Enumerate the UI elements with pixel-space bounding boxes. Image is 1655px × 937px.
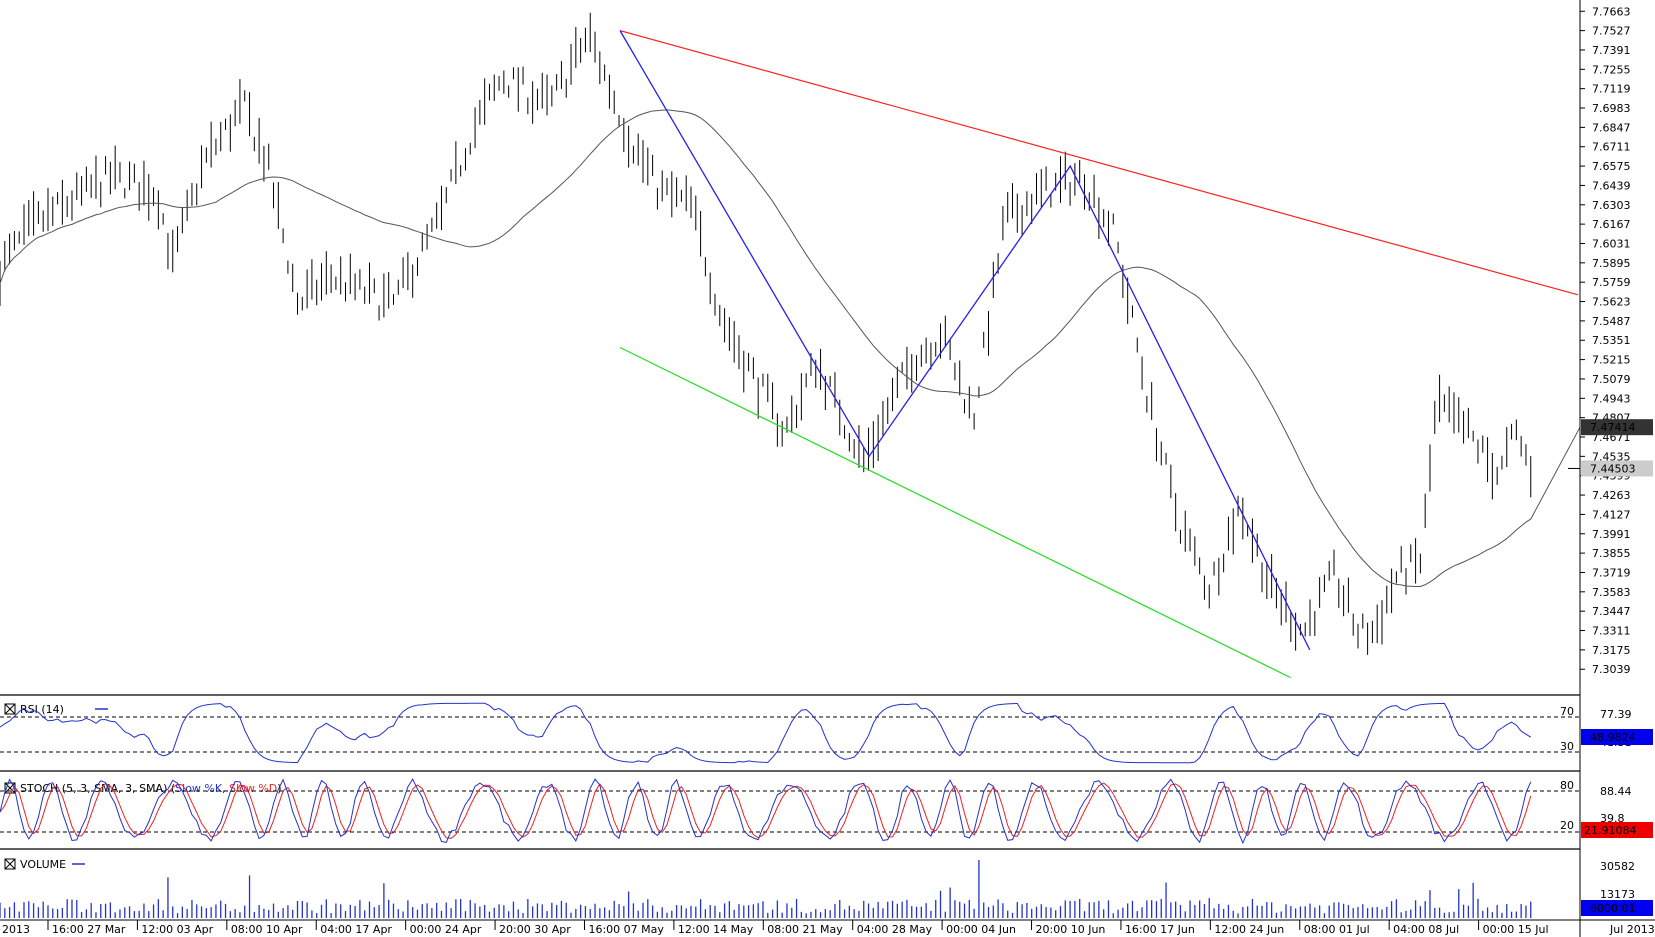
time-tick-label: 00:00 15 Jul bbox=[1483, 923, 1549, 936]
rsi-line bbox=[0, 702, 1532, 764]
rsi-tick-label: 77.39 bbox=[1600, 708, 1632, 721]
moving-average-extension bbox=[1530, 426, 1581, 520]
time-tick-label: 00:00 04 Jun bbox=[946, 923, 1016, 936]
stoch-legend-k: Slow %K bbox=[175, 782, 223, 795]
price-tick-label: 7.5079 bbox=[1592, 373, 1631, 386]
price-tick-label: 7.5487 bbox=[1592, 315, 1631, 328]
volume-value-badge-bg bbox=[1581, 900, 1653, 916]
time-tick-label: 20:00 30 Apr bbox=[499, 923, 571, 936]
price-value-badge: 7.44503 bbox=[1590, 462, 1636, 475]
rsi-value-badge: 48.9824 bbox=[1590, 731, 1636, 744]
price-tick-label: 7.5215 bbox=[1592, 354, 1631, 367]
channel-bottom-line bbox=[619, 346, 1291, 679]
price-tick-label: 7.7119 bbox=[1592, 83, 1631, 96]
price-tick-label: 7.6847 bbox=[1592, 121, 1631, 134]
price-tick-label: 7.7663 bbox=[1592, 5, 1631, 18]
time-tick-label: 12:00 14 May bbox=[678, 923, 754, 936]
price-tick-label: 7.5623 bbox=[1592, 296, 1631, 309]
price-tick-label: 7.6983 bbox=[1592, 102, 1631, 115]
time-tick-label: 04:00 08 Jul bbox=[1393, 923, 1459, 936]
stoch-panel: STOCH (5, 3, SMA, 3, SMA) (Slow %K, Slow… bbox=[0, 778, 1653, 845]
stoch-header-box-cross bbox=[4, 782, 16, 794]
stoch-tick-label: 39.8 bbox=[1600, 812, 1625, 825]
price-value-badge-bg bbox=[1581, 460, 1653, 477]
zigzag-pattern-line bbox=[619, 30, 1311, 651]
time-tick-label: 00:00 24 Apr bbox=[410, 923, 482, 936]
price-tick-label: 7.3175 bbox=[1592, 644, 1631, 657]
volume-tick-label: 30582 bbox=[1600, 860, 1635, 873]
volume-header-box bbox=[4, 858, 16, 870]
rsi-level-30-label: 30 bbox=[1560, 740, 1574, 753]
volume-value-badge: 6000.01 bbox=[1590, 902, 1636, 915]
price-tick-label: 7.3991 bbox=[1592, 528, 1631, 541]
time-tick-label: 16:00 07 May bbox=[588, 923, 664, 936]
time-tick-label: 16:00 17 Jun bbox=[1125, 923, 1195, 936]
price-tick-label: 7.6031 bbox=[1592, 237, 1631, 250]
channel-top-line bbox=[619, 30, 1579, 296]
price-tick-label: 7.6439 bbox=[1592, 179, 1631, 192]
price-panel bbox=[0, 12, 1581, 679]
price-tick-label: 7.7391 bbox=[1592, 44, 1631, 57]
time-tick-label: 08:00 21 May bbox=[767, 923, 843, 936]
time-tick-label: 04:00 17 Apr bbox=[320, 923, 392, 936]
time-tick-label: 20:00 10 Jun bbox=[1036, 923, 1106, 936]
stoch-level-20-label: 20 bbox=[1560, 819, 1574, 832]
time-tick-label: Jul 2013 bbox=[1609, 923, 1655, 936]
price-tick-label: 7.6575 bbox=[1592, 160, 1631, 173]
rsi-value-badge-bg bbox=[1581, 729, 1653, 745]
stoch-tick-label: 88.44 bbox=[1600, 785, 1632, 798]
volume-header-box-cross bbox=[4, 858, 16, 870]
rsi-level-70-label: 70 bbox=[1560, 705, 1574, 718]
price-tick-label: 7.4943 bbox=[1592, 392, 1631, 405]
stoch-legend-d: Slow %D bbox=[229, 782, 277, 795]
price-tick-label: 7.4263 bbox=[1592, 489, 1631, 502]
time-tick-label: 12:00 24 Jun bbox=[1214, 923, 1284, 936]
volume-tick-label: 13173 bbox=[1600, 888, 1635, 901]
price-tick-label: 7.6167 bbox=[1592, 218, 1631, 231]
rsi-header-box-cross bbox=[4, 703, 16, 715]
time-axis: 2013 16:00 27 Mar 12:00 03 Apr 08:00 10 Apr… bbox=[0, 919, 1655, 936]
price-tick-label: 7.3039 bbox=[1592, 663, 1631, 676]
time-tick-label: 2013 bbox=[2, 923, 30, 936]
time-tick-label: 08:00 10 Apr bbox=[231, 923, 303, 936]
stoch-k-line bbox=[0, 778, 1532, 845]
stoch-level-80-label: 80 bbox=[1560, 779, 1574, 792]
price-tick-label: 7.3311 bbox=[1592, 625, 1631, 638]
volume-bars bbox=[0, 860, 1532, 918]
price-bars bbox=[0, 12, 1532, 655]
price-tick-label: 7.5351 bbox=[1592, 334, 1631, 347]
time-tick-label: 12:00 03 Apr bbox=[141, 923, 213, 936]
price-tick-label: 7.3583 bbox=[1592, 586, 1631, 599]
price-tick-label: 7.6303 bbox=[1592, 199, 1631, 212]
price-tick-label: 7.4535 bbox=[1592, 450, 1631, 463]
price-tick-label: 7.3719 bbox=[1592, 566, 1631, 579]
price-tick-label: 7.3855 bbox=[1592, 547, 1631, 560]
price-tick-label: 7.7527 bbox=[1592, 25, 1631, 38]
rsi-header-label: RSI (14) bbox=[20, 703, 64, 716]
stoch-d-line bbox=[0, 782, 1532, 839]
price-tick-label: 7.5895 bbox=[1592, 257, 1631, 270]
rsi-header-box bbox=[4, 703, 16, 715]
price-tick-label: 7.7255 bbox=[1592, 63, 1631, 76]
price-tick-label: 7.6711 bbox=[1592, 141, 1631, 154]
ma-value-badge-bg bbox=[1581, 419, 1653, 436]
time-tick-label: 16:00 27 Mar bbox=[52, 923, 126, 936]
volume-header-label: VOLUME bbox=[20, 858, 66, 871]
ma-value-badge: 7.47414 bbox=[1590, 421, 1636, 434]
price-tick-label: 7.4127 bbox=[1592, 508, 1631, 521]
price-tick-label: 7.3447 bbox=[1592, 605, 1631, 618]
stoch-value-badge-bg bbox=[1581, 822, 1653, 838]
moving-average-line bbox=[0, 109, 1532, 587]
time-tick-label: 04:00 28 May bbox=[857, 923, 933, 936]
price-tick-label: 7.5759 bbox=[1592, 276, 1631, 289]
time-tick-label: 08:00 01 Jul bbox=[1304, 923, 1370, 936]
stoch-value-badge: 21.91084 bbox=[1584, 824, 1637, 837]
